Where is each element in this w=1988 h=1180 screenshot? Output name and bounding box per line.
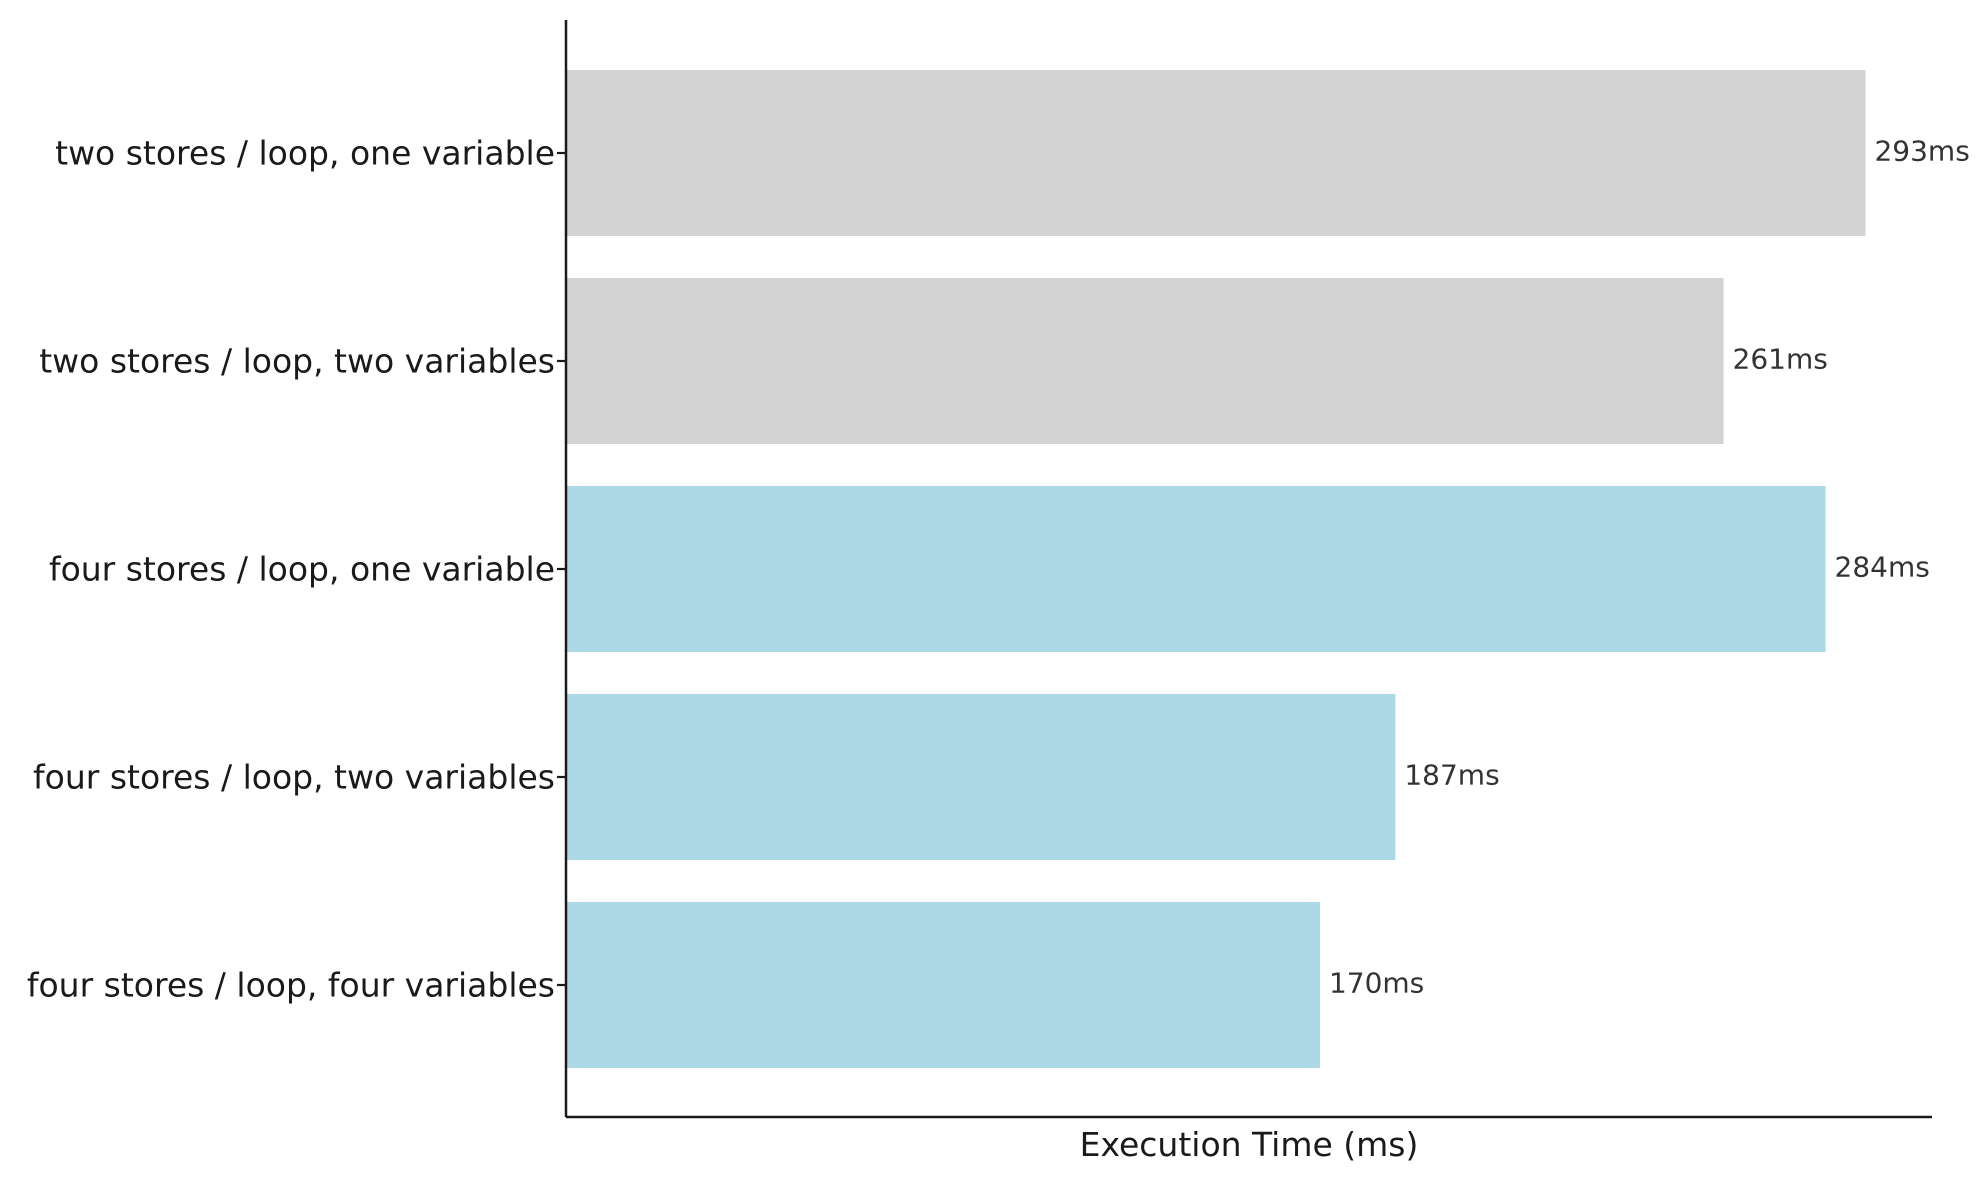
bar-1 (566, 70, 1866, 236)
value-label-4: 187ms (1404, 759, 1499, 792)
value-label-5: 170ms (1329, 967, 1424, 1000)
y-ticks-layer: two stores / loop, one variable two store… (27, 134, 566, 1005)
y-tick-label-1: two stores / loop, one variable (55, 134, 555, 173)
value-label-3: 284ms (1835, 551, 1930, 584)
bar-5 (566, 902, 1320, 1068)
x-axis-title: Execution Time (ms) (1080, 1125, 1419, 1164)
bar-4 (566, 694, 1396, 860)
y-tick-label-3: four stores / loop, one variable (49, 550, 555, 589)
y-tick-label-2: two stores / loop, two variables (39, 342, 555, 381)
bar-3 (566, 486, 1826, 652)
y-tick-label-5: four stores / loop, four variables (27, 966, 555, 1005)
value-label-2: 261ms (1733, 343, 1828, 376)
value-labels-layer: 293ms 261ms 284ms 187ms 170ms (1329, 135, 1970, 1000)
y-tick-label-4: four stores / loop, two variables (33, 758, 555, 797)
value-label-1: 293ms (1874, 135, 1969, 168)
bar-2 (566, 278, 1724, 444)
bars-layer (566, 70, 1866, 1068)
